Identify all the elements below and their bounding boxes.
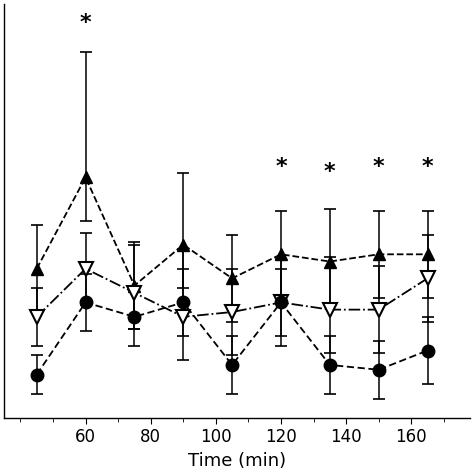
Text: *: * bbox=[324, 162, 336, 182]
X-axis label: Time (min): Time (min) bbox=[188, 452, 286, 470]
Text: *: * bbox=[373, 157, 384, 177]
Text: *: * bbox=[80, 13, 91, 33]
Text: *: * bbox=[275, 157, 287, 177]
Text: *: * bbox=[422, 157, 433, 177]
